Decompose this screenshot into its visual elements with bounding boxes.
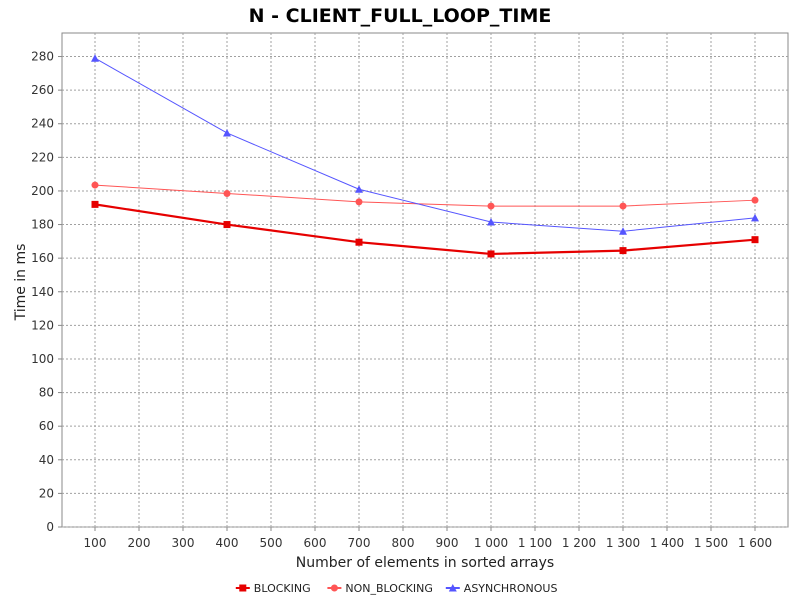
y-tick-label: 160 bbox=[31, 251, 54, 265]
series-non-blocking bbox=[91, 181, 759, 210]
data-point-non-blocking bbox=[355, 198, 363, 206]
x-tick-label: 1 200 bbox=[562, 536, 596, 550]
x-tick-label: 200 bbox=[128, 536, 151, 550]
legend-label: NON_BLOCKING bbox=[345, 582, 432, 595]
legend-item-non-blocking: NON_BLOCKING bbox=[327, 582, 433, 595]
data-point-blocking bbox=[223, 221, 231, 229]
data-point-asynchronous bbox=[619, 227, 627, 235]
x-tick-label: 700 bbox=[348, 536, 371, 550]
data-point-asynchronous bbox=[91, 54, 99, 62]
x-tick-label: 400 bbox=[216, 536, 239, 550]
y-axis-title: Time in ms bbox=[13, 244, 29, 322]
x-tick-label: 1 500 bbox=[694, 536, 728, 550]
series-layer bbox=[91, 54, 759, 258]
data-point-non-blocking bbox=[619, 202, 627, 210]
y-tick-label: 220 bbox=[31, 150, 54, 164]
data-point-asynchronous bbox=[751, 213, 759, 222]
x-tick-label: 1 400 bbox=[650, 536, 684, 550]
x-tick-label: 500 bbox=[260, 536, 283, 550]
data-point-blocking bbox=[487, 250, 495, 258]
legend-label: ASYNCHRONOUS bbox=[464, 582, 558, 595]
legend-item-blocking: BLOCKING bbox=[235, 582, 311, 595]
x-tick-label: 600 bbox=[304, 536, 327, 550]
series-blocking bbox=[91, 200, 759, 258]
y-tick-label: 0 bbox=[46, 520, 54, 534]
x-tick-label: 800 bbox=[392, 536, 415, 550]
x-axis: 100 200 300 400 500 600 700 800 900 1 000 1 100 1 2… bbox=[84, 527, 772, 550]
legend-item-asynchronous: ASYNCHRONOUS bbox=[445, 582, 558, 595]
y-tick-label: 240 bbox=[31, 117, 54, 131]
data-point-asynchronous bbox=[223, 128, 231, 137]
plot-area bbox=[61, 32, 789, 528]
x-axis-title: Number of elements in sorted arrays bbox=[296, 555, 554, 571]
data-point-blocking bbox=[91, 200, 99, 208]
chart-title: N - CLIENT_FULL_LOOP_TIME bbox=[249, 5, 552, 27]
series-asynchronous bbox=[91, 54, 759, 235]
data-point-non-blocking bbox=[223, 189, 231, 197]
data-point-blocking bbox=[751, 236, 759, 244]
data-point-non-blocking bbox=[487, 202, 495, 210]
y-tick-label: 60 bbox=[39, 419, 54, 433]
y-tick-label: 40 bbox=[39, 453, 54, 467]
data-point-blocking bbox=[619, 247, 627, 255]
series-line-blocking bbox=[94, 203, 756, 256]
y-tick-label: 20 bbox=[39, 486, 54, 500]
legend: BLOCKING NON_BLOCKING ASYNCHRONOUS bbox=[235, 582, 558, 595]
x-tick-label: 100 bbox=[84, 536, 107, 550]
y-tick-label: 120 bbox=[31, 318, 54, 332]
data-point-blocking bbox=[355, 238, 363, 246]
x-tick-label: 300 bbox=[172, 536, 195, 550]
x-tick-label: 900 bbox=[436, 536, 459, 550]
y-tick-label: 260 bbox=[31, 83, 54, 97]
y-tick-label: 80 bbox=[39, 386, 54, 400]
series-line-non-blocking bbox=[94, 184, 756, 207]
data-point-asynchronous bbox=[355, 185, 363, 193]
y-tick-label: 100 bbox=[31, 352, 54, 366]
x-tick-label: 1 100 bbox=[518, 536, 552, 550]
x-tick-label: 1 300 bbox=[606, 536, 640, 550]
legend-marker-blocking bbox=[239, 584, 247, 592]
data-point-non-blocking bbox=[751, 196, 759, 204]
y-tick-label: 180 bbox=[31, 218, 54, 232]
legend-label: BLOCKING bbox=[254, 582, 311, 595]
legend-marker-asynchronous bbox=[448, 584, 457, 592]
y-tick-label: 200 bbox=[31, 184, 54, 198]
x-tick-label: 1 600 bbox=[738, 536, 772, 550]
y-tick-label: 280 bbox=[31, 50, 54, 64]
y-axis: 0 20 40 60 80 100 120 140 160 180 200 220 240 260 280 bbox=[31, 50, 62, 534]
data-point-non-blocking bbox=[91, 181, 99, 189]
y-tick-label: 140 bbox=[31, 285, 54, 299]
data-point-asynchronous bbox=[487, 218, 495, 226]
legend-marker-non-blocking bbox=[330, 584, 338, 592]
plot-border bbox=[61, 32, 789, 528]
x-tick-label: 1 000 bbox=[474, 536, 508, 550]
series-line-asynchronous bbox=[94, 57, 756, 232]
